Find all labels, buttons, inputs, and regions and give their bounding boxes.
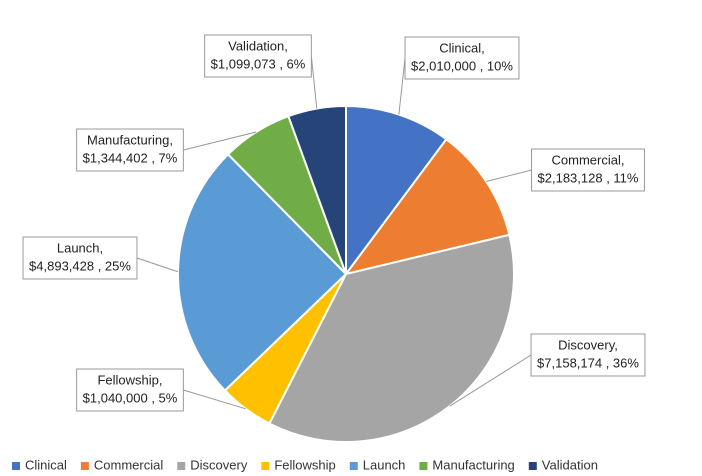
legend-label: Manufacturing — [432, 457, 514, 472]
callout: Clinical, $2,010,000 , 10% — [404, 36, 520, 80]
data-label: $2,010,000 , 10% — [411, 58, 513, 73]
pie-slice — [343, 137, 511, 276]
legend-label: Commercial — [94, 457, 163, 472]
pie-slice — [177, 152, 348, 392]
callout-box — [530, 333, 646, 377]
legend-item: Fellowship — [261, 457, 336, 472]
pie-slice — [268, 233, 515, 443]
callout-box — [531, 148, 645, 192]
data-label: $7,158,174 , 36% — [537, 355, 639, 370]
legend-item: Manufacturing — [419, 457, 515, 472]
leader-line — [310, 55, 318, 109]
callout-box — [404, 36, 520, 80]
leader-line — [183, 131, 257, 151]
callout: Discovery, $7,158,174 , 36% — [530, 333, 646, 377]
callout-name: Validation, — [228, 38, 288, 53]
callout: Commercial, $2,183,128 , 11% — [531, 148, 645, 192]
leader-line — [449, 354, 532, 407]
legend-item: Clinical — [12, 457, 67, 472]
data-label: $1,099,073 , 6% — [211, 56, 306, 71]
data-label: $1,040,000 , 5% — [83, 390, 178, 405]
pie-slice — [287, 104, 347, 275]
leader-line — [136, 257, 179, 273]
callout: Launch, $4,893,428 , 25% — [22, 236, 138, 280]
callout: Fellowship, $1,040,000 , 5% — [76, 368, 184, 412]
legend-label: Clinical — [25, 457, 67, 472]
callout-box — [204, 34, 312, 78]
legend-swatch — [80, 462, 89, 470]
leader-line — [486, 169, 532, 182]
leader-line — [398, 57, 406, 115]
legend-swatch — [177, 462, 186, 470]
legend-label: Fellowship — [274, 457, 335, 472]
data-label: $1,344,402 , 7% — [83, 150, 178, 165]
callout-name: Discovery, — [558, 337, 618, 352]
callout-box — [22, 236, 138, 280]
callout-name: Commercial, — [552, 152, 625, 167]
legend-item: Discovery — [177, 457, 248, 472]
callout-name: Launch, — [57, 240, 103, 255]
legend-item: Commercial — [80, 457, 163, 472]
legend-swatch — [12, 462, 20, 470]
legend-label: Launch — [363, 457, 406, 472]
legend-item: Launch — [349, 457, 406, 472]
callout: Validation, $1,099,073 , 6% — [204, 34, 312, 78]
legend-swatch — [419, 462, 428, 470]
legend-swatch — [528, 462, 537, 470]
callout-box — [76, 368, 184, 412]
legend-label: Discovery — [190, 457, 248, 472]
callout-box — [76, 128, 184, 172]
leader-line — [183, 389, 246, 410]
legend-label: Validation — [542, 457, 598, 472]
callout-name: Clinical, — [439, 40, 485, 55]
callout-name: Fellowship, — [97, 372, 162, 387]
callout: Manufacturing, $1,344,402 , 7% — [76, 128, 184, 172]
legend-swatch — [349, 462, 358, 470]
data-label: $4,893,428 , 25% — [29, 258, 131, 273]
pie-slice — [345, 104, 448, 278]
data-label: $2,183,128 , 11% — [538, 170, 639, 185]
callout-name: Manufacturing, — [87, 132, 173, 147]
legend-item: Validation — [528, 457, 598, 472]
legend-swatch — [261, 462, 270, 470]
